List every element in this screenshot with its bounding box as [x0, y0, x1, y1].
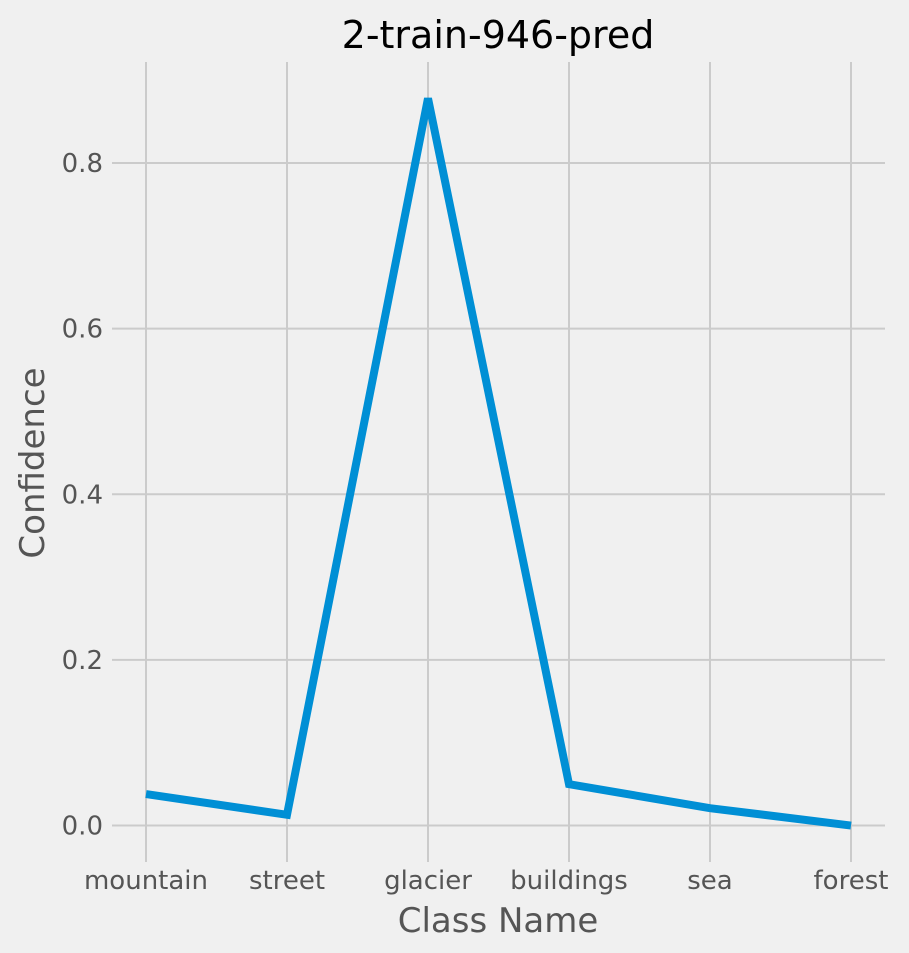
series-group [145, 97, 852, 830]
y-tick-labels: 0.0 0.2 0.4 0.6 0.8 [62, 149, 103, 842]
x-tick-label: glacier [384, 866, 472, 896]
y-tick-label: 0.4 [62, 480, 103, 510]
y-gridlines [112, 162, 885, 827]
y-axis-label: Confidence [13, 367, 53, 558]
x-axis-label: Class Name [398, 901, 599, 941]
x-tick-label: sea [687, 866, 732, 896]
y-tick-label: 0.2 [62, 646, 103, 676]
x-gridlines [145, 62, 852, 862]
x-tick-label: street [249, 866, 325, 896]
y-tick-label: 0.0 [62, 812, 103, 842]
x-tick-label: forest [814, 866, 889, 896]
x-tick-labels: mountain street glacier buildings sea forest [84, 866, 888, 896]
chart-title: 2-train-946-pred [342, 13, 655, 57]
x-tick-label: buildings [510, 866, 628, 896]
y-tick-label: 0.8 [62, 149, 103, 179]
series-line [145, 97, 852, 830]
y-tick-label: 0.6 [62, 315, 103, 345]
x-tick-label: mountain [84, 866, 208, 896]
